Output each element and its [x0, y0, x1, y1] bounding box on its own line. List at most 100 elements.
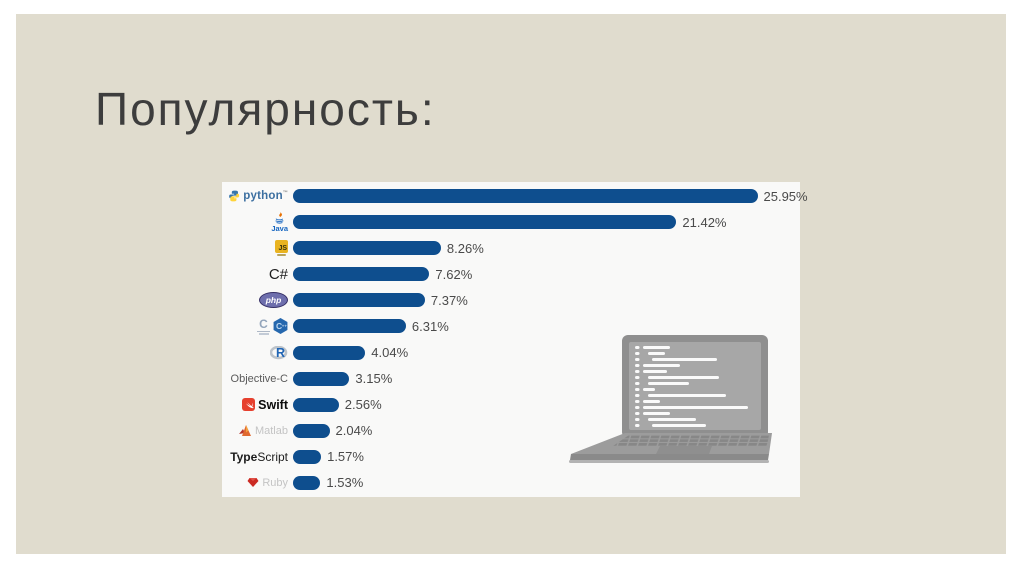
popularity-chart: python™ 25.95%: [222, 182, 808, 497]
bar-csharp: [293, 267, 430, 282]
chart-row-objective-c: Objective-C 3.15%: [228, 366, 798, 391]
python-icon: [229, 190, 240, 202]
bar-area: 2.56%: [293, 397, 798, 412]
chart-row-matlab: Matlab 2.04%: [228, 418, 798, 443]
value-label: 1.53%: [326, 475, 364, 491]
value-label: 21.42%: [682, 214, 727, 230]
laptop-svg: [569, 335, 772, 463]
bar-javascript: [293, 241, 441, 256]
swift-bird: [246, 402, 254, 409]
svg-text:C: C: [276, 321, 282, 331]
value-label: 7.62%: [435, 266, 473, 282]
bar-area: 8.26%: [293, 241, 798, 256]
ruby-wordmark: Ruby: [262, 476, 288, 489]
r-label: R: [228, 345, 288, 360]
bar-python: [293, 189, 758, 204]
objective-c-label: Objective-C: [228, 373, 288, 385]
javascript-logo: JS: [275, 240, 288, 257]
php-wordmark: php: [265, 295, 282, 306]
python-label: python™: [228, 189, 288, 203]
chart-row-typescript: TypeScript 1.57%: [228, 444, 798, 469]
page-title: Популярность:: [95, 83, 436, 135]
typescript-label: TypeScript: [228, 450, 288, 464]
php-label: php: [228, 292, 288, 309]
value-label: 6.31%: [411, 318, 449, 334]
php-icon: php: [259, 292, 288, 309]
chart-row-javascript: JS 8.26%: [228, 236, 798, 261]
c-icon: C: [257, 318, 270, 335]
java-wordmark: Java: [271, 223, 288, 233]
svg-text:++: ++: [282, 325, 288, 330]
bar-area: 2.04%: [293, 423, 798, 438]
java-label: Java: [228, 211, 288, 233]
laptop-front-edge: [570, 454, 769, 460]
bar-matlab: [293, 423, 330, 438]
bar-c-cpp: [293, 319, 406, 334]
javascript-label: JS: [228, 240, 288, 257]
chart-row-python: python™ 25.95%: [228, 184, 808, 209]
bar-r: [293, 345, 366, 360]
code-lines-illustration: [635, 346, 748, 427]
c-caption-line: [257, 330, 270, 333]
bar-java: [293, 215, 677, 230]
value-label: 1.57%: [327, 449, 364, 465]
matlab-wordmark: Matlab: [254, 424, 288, 437]
bar-ruby: [293, 475, 321, 490]
r-icon: R: [270, 345, 288, 360]
matlab-icon: [238, 425, 251, 437]
c-caption-line: [258, 333, 269, 335]
r-ring: [270, 345, 288, 359]
bar-area: 4.04%: [293, 345, 798, 360]
bar-area: 6.31%: [293, 319, 798, 334]
cpp-icon: C ++: [273, 318, 288, 335]
chart-row-java: Java 21.42%: [228, 210, 798, 235]
chart-rows: python™ 25.95%: [228, 183, 808, 496]
chart-row-ruby: Ruby 1.53%: [228, 470, 798, 495]
chart-row-csharp: C# 7.62%: [228, 262, 798, 287]
chart-row-php: php 7.37%: [228, 288, 798, 313]
java-icon: [275, 211, 284, 224]
matlab-label: Matlab: [228, 424, 288, 437]
bar-area: 25.95%: [293, 189, 808, 204]
ruby-label: Ruby: [228, 477, 288, 489]
chart-row-swift: Swift 2.56%: [228, 392, 798, 417]
swift-icon: [242, 398, 256, 412]
bar-area: 7.37%: [293, 293, 798, 308]
value-label: 4.04%: [371, 345, 409, 360]
swift-label: Swift: [228, 398, 288, 412]
python-wordmark: python™: [243, 190, 288, 203]
typescript-wordmark: TypeScript: [230, 449, 288, 464]
bar-area: 21.42%: [293, 215, 798, 230]
bar-typescript: [293, 449, 322, 464]
javascript-icon: JS: [275, 240, 288, 254]
value-label: 3.15%: [355, 371, 393, 387]
value-label: 2.04%: [335, 423, 373, 439]
c-cpp-label: C C ++: [228, 318, 288, 335]
ruby-icon: [247, 478, 259, 488]
laptop-bottom-edge: [569, 460, 769, 463]
chart-row-c-cpp: C C ++ 6.31%: [228, 314, 798, 339]
swift-wordmark: Swift: [258, 397, 288, 412]
bar-objective-c: [293, 371, 350, 386]
presentation-slide: Популярность:: [16, 14, 1006, 554]
objective-c-wordmark: Objective-C: [230, 372, 288, 385]
bar-area: 7.62%: [293, 267, 798, 282]
bar-php: [293, 293, 425, 308]
value-label: 8.26%: [446, 240, 484, 256]
trademark-mark: ™: [282, 190, 288, 197]
csharp-label: C#: [228, 266, 288, 283]
bar-area: 3.15%: [293, 371, 798, 386]
value-label: 7.37%: [430, 292, 468, 308]
bar-area: 1.53%: [293, 475, 798, 490]
value-label: 25.95%: [763, 188, 808, 204]
laptop-trackpad: [656, 446, 712, 454]
laptop-illustration: [565, 332, 785, 472]
javascript-caption: [277, 254, 286, 257]
chart-row-r: R 4.04%: [228, 340, 798, 365]
value-label: 2.56%: [344, 397, 382, 413]
csharp-wordmark: C#: [268, 265, 288, 283]
laptop-keyboard: [613, 435, 769, 446]
bar-swift: [293, 397, 339, 412]
java-logo: Java: [271, 211, 288, 233]
bar-area: 1.57%: [293, 449, 798, 464]
